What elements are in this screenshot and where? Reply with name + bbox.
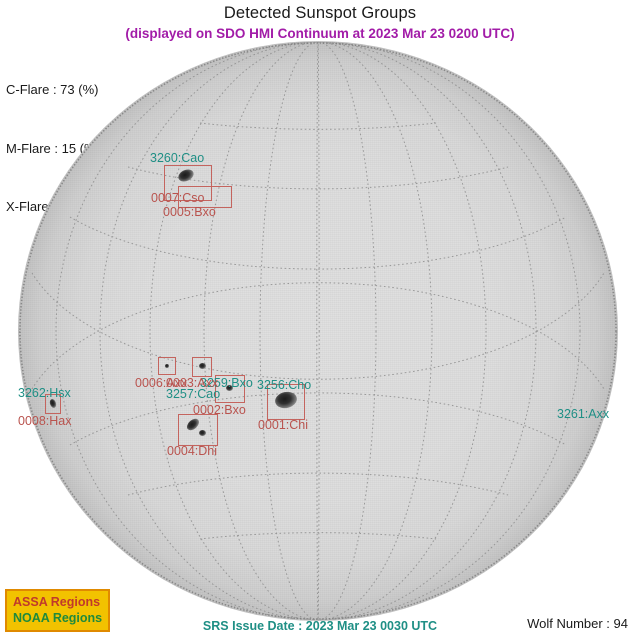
solar-disk-image: [18, 41, 618, 621]
region-box-0006[interactable]: [158, 357, 176, 375]
spot-0003: [199, 363, 206, 369]
page-subtitle: (displayed on SDO HMI Continuum at 2023 …: [125, 26, 515, 41]
noaa-label-3257[interactable]: 3257:Cao: [166, 387, 221, 401]
spot-0002: [226, 385, 233, 391]
solar-granulation-texture: [18, 41, 618, 621]
assa-label-0001[interactable]: 0001:Chi: [258, 418, 309, 432]
noaa-label-3262[interactable]: 3262:Hsx: [18, 386, 71, 400]
region-box-0004[interactable]: [178, 414, 218, 446]
legend-box: ASSA Regions NOAA Regions: [5, 589, 110, 632]
noaa-label-3256[interactable]: 3256:Cho: [257, 378, 312, 392]
assa-label-0002[interactable]: 0002:Bxo: [193, 403, 246, 417]
heliographic-grid: [19, 42, 617, 620]
assa-label-0008[interactable]: 0008:Hax: [18, 414, 72, 428]
region-box-0002[interactable]: [215, 375, 245, 403]
page-title: Detected Sunspot Groups: [223, 4, 417, 22]
assa-label-0003[interactable]: 0003:Axx: [166, 376, 219, 390]
legend-item-noaa: NOAA Regions: [13, 611, 103, 625]
srs-issue-date: SRS Issue Date : 2023 Mar 23 0030 UTC: [202, 619, 438, 633]
solar-disk: [18, 41, 618, 621]
noaa-label-3261[interactable]: 3261:Axx: [557, 407, 610, 421]
c-flare-probability: C-Flare : 73 (%): [6, 82, 99, 97]
spot-0006: [165, 364, 169, 368]
noaa-label-3260[interactable]: 3260:Cao: [150, 151, 205, 165]
noaa-label-3259[interactable]: 3259:Bxo: [200, 376, 253, 390]
region-box-0008[interactable]: [45, 394, 61, 414]
region-box-0001[interactable]: [267, 384, 305, 420]
legend-item-assa: ASSA Regions: [13, 595, 101, 609]
spot-0004-secondary: [199, 430, 206, 436]
assa-label-0007[interactable]: 0007:Cso: [151, 191, 205, 205]
assa-label-0005[interactable]: 0005:Bxo: [163, 205, 216, 219]
assa-label-0004[interactable]: 0004:Dhi: [167, 444, 218, 458]
region-box-0005[interactable]: [178, 186, 232, 208]
region-box-3260-0007[interactable]: [164, 165, 212, 201]
wolf-number: Wolf Number : 94: [527, 616, 628, 631]
region-box-0003[interactable]: [192, 357, 212, 377]
assa-label-0006[interactable]: 0006:Axx: [135, 376, 188, 390]
